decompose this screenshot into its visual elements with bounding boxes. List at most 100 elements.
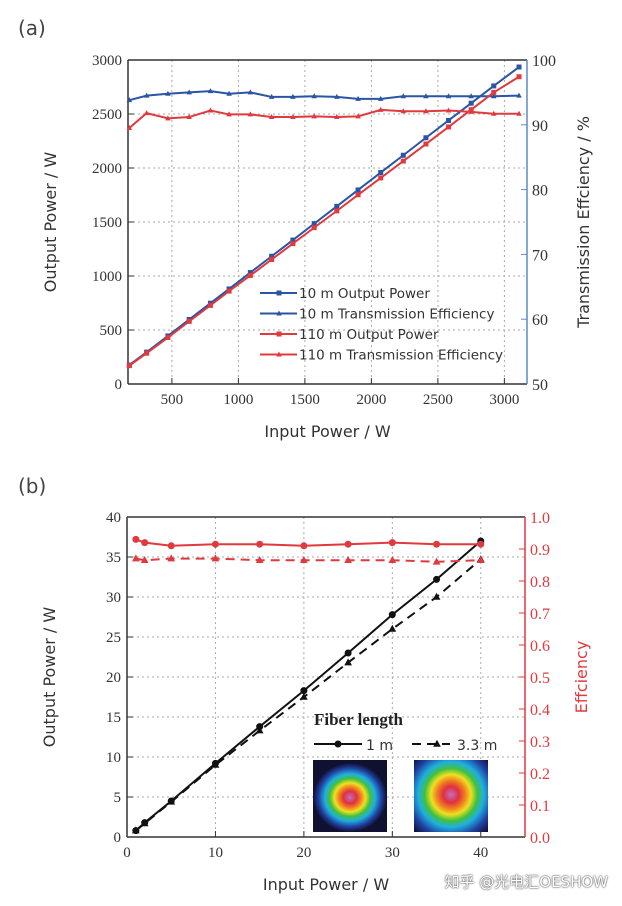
legend-label: 1 m: [366, 738, 393, 754]
data-point: [344, 658, 352, 666]
data-point: [226, 90, 232, 96]
data-point: [468, 100, 474, 106]
legend-label: 110 m Transmission Efficiency: [299, 348, 503, 364]
legend-marker: [276, 351, 282, 357]
data-point: [207, 302, 213, 308]
data-point: [186, 318, 192, 324]
data-point: [423, 108, 429, 114]
x-axis-label: Input Power / W: [263, 875, 389, 894]
data-point: [355, 187, 361, 193]
data-point: [311, 221, 317, 227]
y2-tick-label: 0.7: [530, 606, 550, 623]
y-axis-label: Output Power / W: [40, 607, 59, 748]
y2-tick-label: 0.1: [530, 798, 550, 815]
data-point: [516, 110, 522, 116]
y-tick-label: 35: [106, 550, 121, 566]
legend-label: 10 m Transmission Efficiency: [299, 307, 494, 323]
y-tick-label: 500: [100, 323, 123, 339]
data-point: [491, 83, 497, 89]
data-point: [186, 89, 192, 95]
data-point: [433, 575, 441, 583]
data-point: [468, 108, 474, 114]
data-point: [207, 107, 214, 113]
y-tick-label: 30: [106, 590, 121, 606]
legend-label: 3.3 m: [457, 738, 497, 754]
data-point: [355, 95, 361, 101]
legend-marker: [334, 740, 342, 748]
data-point: [468, 93, 474, 99]
data-point: [378, 175, 384, 181]
data-point: [247, 272, 253, 278]
data-point: [400, 93, 407, 99]
data-point: [355, 113, 361, 119]
data-point: [247, 270, 253, 276]
x-tick-label: 500: [161, 392, 184, 408]
x-tick-label: 3000: [489, 392, 519, 408]
data-point: [126, 97, 133, 103]
data-point: [423, 135, 429, 141]
y2-tick-label: 60: [532, 312, 548, 329]
y2-tick-label: 0.0: [530, 830, 550, 847]
data-point: [290, 241, 296, 247]
data-point: [446, 124, 452, 130]
data-point: [344, 540, 352, 548]
data-point: [126, 363, 132, 369]
data-point: [167, 554, 176, 562]
data-point: [355, 192, 361, 198]
data-point: [344, 556, 352, 563]
data-point: [334, 93, 340, 99]
y2-tick-label: 0.4: [530, 702, 550, 719]
legend-label: 10 m Output Power: [299, 286, 430, 302]
data-point: [300, 692, 308, 700]
data-point: [269, 256, 275, 262]
data-point: [226, 288, 232, 294]
y-tick-label: 3000: [92, 53, 122, 69]
data-point: [132, 535, 140, 543]
y2-tick-label: 1.0: [530, 510, 550, 527]
data-point: [491, 93, 497, 99]
data-point: [165, 115, 171, 121]
data-point: [131, 554, 140, 562]
y2-tick-label: 0.3: [530, 734, 550, 751]
series-line-1-3: [135, 557, 481, 563]
data-point: [211, 540, 219, 548]
data-point: [255, 726, 264, 734]
y2-axis-label: Effciency: [572, 641, 591, 714]
y-tick-label: 15: [106, 710, 121, 726]
data-point: [268, 93, 275, 99]
data-point: [491, 89, 497, 95]
data-point: [141, 539, 149, 547]
data-point: [140, 556, 149, 563]
data-point: [344, 649, 352, 657]
legend-marker: [276, 290, 282, 296]
data-point: [126, 125, 133, 131]
data-point: [255, 556, 264, 563]
y-tick-label: 0: [115, 377, 123, 393]
data-point: [445, 107, 452, 113]
y2-tick-label: 0.5: [530, 670, 550, 687]
data-point: [311, 225, 317, 231]
data-point: [433, 540, 441, 548]
data-point: [131, 826, 140, 834]
data-point: [269, 253, 275, 259]
x-tick-label: 0: [123, 845, 131, 861]
data-point: [300, 687, 308, 695]
y-tick-label: 10: [106, 750, 121, 766]
data-point: [247, 111, 254, 117]
series-line-1-0: [135, 540, 482, 832]
watermark: 知乎 @光电汇OESHOW: [444, 873, 609, 891]
data-point: [334, 203, 340, 209]
data-point: [516, 64, 522, 70]
data-point: [432, 557, 441, 565]
data-point: [334, 208, 340, 214]
data-point: [268, 114, 275, 120]
legend-marker: [433, 739, 441, 747]
y-tick-label: 25: [106, 630, 121, 646]
y-tick-label: 1500: [92, 215, 122, 231]
data-point: [388, 556, 397, 563]
series-line-1-1: [135, 558, 482, 832]
data-point: [290, 93, 296, 99]
data-point: [211, 554, 220, 562]
y2-tick-label: 100: [532, 53, 556, 70]
